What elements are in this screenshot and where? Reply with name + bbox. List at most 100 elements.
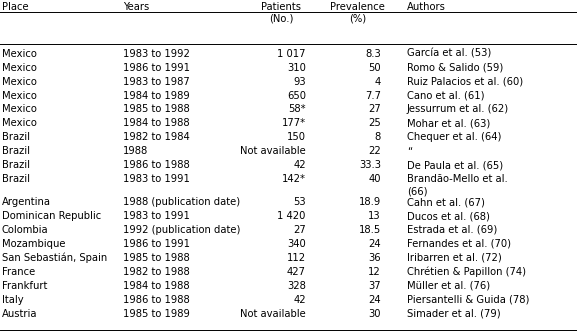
Text: “: “ [407,146,412,156]
Text: Prevalence
(%): Prevalence (%) [330,2,385,24]
Text: 1986 to 1991: 1986 to 1991 [123,239,190,249]
Text: 58*: 58* [288,104,306,115]
Text: 1988: 1988 [123,146,148,156]
Text: France: France [2,267,35,277]
Text: 1986 to 1988: 1986 to 1988 [123,160,190,170]
Text: Austria: Austria [2,308,38,319]
Text: 8: 8 [374,132,381,142]
Text: 1988 (publication date): 1988 (publication date) [123,197,240,207]
Text: 142*: 142* [282,174,306,184]
Text: 1 420: 1 420 [278,211,306,221]
Text: 50: 50 [368,62,381,73]
Text: 22: 22 [368,146,381,156]
Text: 1983 to 1991: 1983 to 1991 [123,211,190,221]
Text: Brazil: Brazil [2,160,30,170]
Text: 1984 to 1989: 1984 to 1989 [123,91,190,100]
Text: 1986 to 1991: 1986 to 1991 [123,62,190,73]
Text: Frankfurt: Frankfurt [2,281,47,291]
Text: García et al. (53): García et al. (53) [407,49,491,59]
Text: Mexico: Mexico [2,77,36,87]
Text: 427: 427 [287,267,306,277]
Text: Estrada et al. (69): Estrada et al. (69) [407,225,497,235]
Text: Brazil: Brazil [2,174,30,184]
Text: Colombia: Colombia [2,225,48,235]
Text: Mozambique: Mozambique [2,239,65,249]
Text: 1982 to 1988: 1982 to 1988 [123,267,190,277]
Text: Müller et al. (76): Müller et al. (76) [407,281,490,291]
Text: San Sebastián, Spain: San Sebastián, Spain [2,253,107,263]
Text: 310: 310 [287,62,306,73]
Text: 1985 to 1988: 1985 to 1988 [123,253,190,263]
Text: 8.3: 8.3 [365,49,381,59]
Text: Mexico: Mexico [2,118,36,128]
Text: Chequer et al. (64): Chequer et al. (64) [407,132,501,142]
Text: 340: 340 [287,239,306,249]
Text: 1986 to 1988: 1986 to 1988 [123,295,190,305]
Text: Brazil: Brazil [2,146,30,156]
Text: Romo & Salido (59): Romo & Salido (59) [407,62,503,73]
Text: 25: 25 [368,118,381,128]
Text: 150: 150 [287,132,306,142]
Text: 1 017: 1 017 [278,49,306,59]
Text: 1982 to 1984: 1982 to 1984 [123,132,190,142]
Text: Fernandes et al. (70): Fernandes et al. (70) [407,239,511,249]
Text: 33.3: 33.3 [359,160,381,170]
Text: Iribarren et al. (72): Iribarren et al. (72) [407,253,501,263]
Text: 1985 to 1989: 1985 to 1989 [123,308,190,319]
Text: 1983 to 1992: 1983 to 1992 [123,49,190,59]
Text: Brazil: Brazil [2,132,30,142]
Text: 13: 13 [368,211,381,221]
Text: 112: 112 [287,253,306,263]
Text: 7.7: 7.7 [365,91,381,100]
Text: 12: 12 [368,267,381,277]
Text: 177*: 177* [282,118,306,128]
Text: Place: Place [2,2,28,12]
Text: Years: Years [123,2,149,12]
Text: 24: 24 [368,295,381,305]
Text: 42: 42 [293,160,306,170]
Text: Patients
(No.): Patients (No.) [261,2,301,24]
Text: Cahn et al. (67): Cahn et al. (67) [407,197,485,207]
Text: 18.9: 18.9 [358,197,381,207]
Text: Not available: Not available [240,308,306,319]
Text: Ruiz Palacios et al. (60): Ruiz Palacios et al. (60) [407,77,523,87]
Text: Mohar et al. (63): Mohar et al. (63) [407,118,490,128]
Text: 24: 24 [368,239,381,249]
Text: 328: 328 [287,281,306,291]
Text: 1983 to 1987: 1983 to 1987 [123,77,190,87]
Text: 36: 36 [368,253,381,263]
Text: 650: 650 [287,91,306,100]
Text: Italy: Italy [2,295,23,305]
Text: Mexico: Mexico [2,104,36,115]
Text: Brandão-Mello et al.
(66): Brandão-Mello et al. (66) [407,174,508,196]
Text: Piersantelli & Guida (78): Piersantelli & Guida (78) [407,295,529,305]
Text: 37: 37 [368,281,381,291]
Text: Mexico: Mexico [2,62,36,73]
Text: Cano et al. (61): Cano et al. (61) [407,91,484,100]
Text: 40: 40 [368,174,381,184]
Text: 1984 to 1988: 1984 to 1988 [123,118,189,128]
Text: 4: 4 [374,77,381,87]
Text: 1992 (publication date): 1992 (publication date) [123,225,240,235]
Text: 30: 30 [368,308,381,319]
Text: Mexico: Mexico [2,91,36,100]
Text: 93: 93 [293,77,306,87]
Text: 18.5: 18.5 [358,225,381,235]
Text: 1984 to 1988: 1984 to 1988 [123,281,189,291]
Text: Authors: Authors [407,2,445,12]
Text: 53: 53 [293,197,306,207]
Text: Not available: Not available [240,146,306,156]
Text: Mexico: Mexico [2,49,36,59]
Text: 42: 42 [293,295,306,305]
Text: Simader et al. (79): Simader et al. (79) [407,308,500,319]
Text: De Paula et al. (65): De Paula et al. (65) [407,160,503,170]
Text: 1983 to 1991: 1983 to 1991 [123,174,190,184]
Text: 27: 27 [368,104,381,115]
Text: Dominican Republic: Dominican Republic [2,211,101,221]
Text: Jessurrum et al. (62): Jessurrum et al. (62) [407,104,509,115]
Text: 1985 to 1988: 1985 to 1988 [123,104,190,115]
Text: Argentina: Argentina [2,197,51,207]
Text: Ducos et al. (68): Ducos et al. (68) [407,211,490,221]
Text: 27: 27 [293,225,306,235]
Text: Chrétien & Papillon (74): Chrétien & Papillon (74) [407,267,526,277]
